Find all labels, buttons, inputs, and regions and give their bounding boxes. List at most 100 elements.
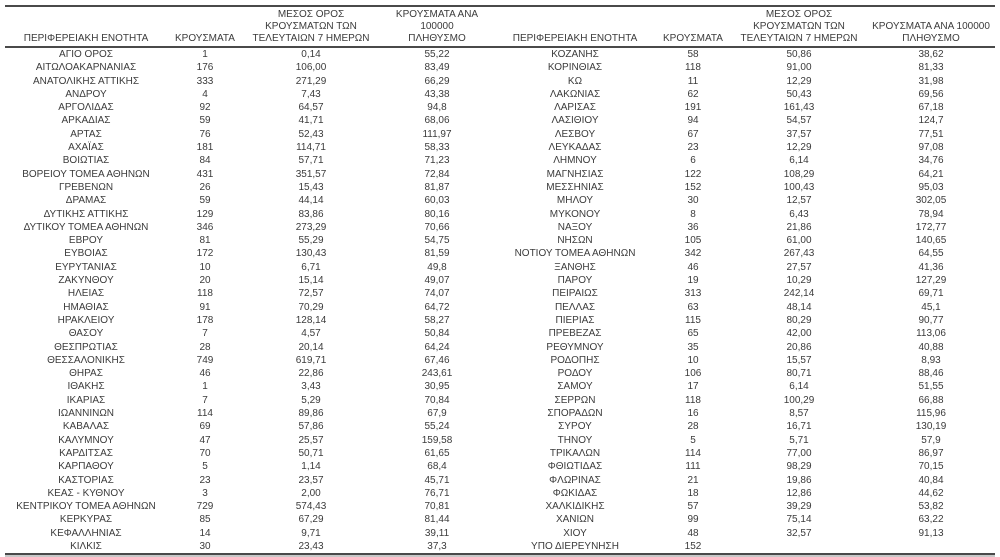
- cases-cell: 65: [687, 328, 699, 340]
- region-name-cell: ΑΡΤΑΣ: [70, 128, 102, 140]
- avg-7day-cell: 273,29: [295, 221, 327, 233]
- region-name-cell: ΗΜΑΘΙΑΣ: [63, 301, 109, 313]
- region-name-cell: ΡΟΔΟΥ: [557, 368, 593, 380]
- cases-cell: 8: [690, 208, 696, 220]
- region-name-cell: ΛΗΜΝΟΥ: [553, 155, 597, 167]
- per-100k-cell: 8,93: [921, 354, 941, 366]
- region-name-cell: ΦΘΙΩΤΙΔΑΣ: [547, 461, 603, 473]
- region-name-cell: ΑΡΓΟΛΙΔΑΣ: [58, 102, 114, 114]
- header-cases-right: ΚΡΟΥΣΜΑΤΑ: [655, 6, 731, 48]
- region-name-cell: ΚΙΛΚΙΣ: [70, 540, 102, 552]
- region-name-cell: ΣΠΟΡΑΔΩΝ: [547, 408, 603, 420]
- region-name-cell: ΙΩΑΝΝΙΝΩΝ: [57, 408, 115, 420]
- avg-7day-cell: 15,14: [298, 275, 324, 287]
- avg-7day-cell: 75,14: [786, 514, 812, 526]
- cases-cell: 1: [202, 381, 208, 393]
- per-100k-cell: 68,4: [427, 461, 447, 473]
- per-100k-cell: 55,22: [424, 49, 450, 60]
- per-100k-cell: 159,58: [421, 434, 453, 446]
- avg-7day-cell: 100,29: [783, 394, 815, 406]
- region-name-cell: ΑΝΔΡΟΥ: [65, 88, 107, 100]
- per-100k-cell: 90,77: [918, 314, 944, 326]
- avg-7day-cell: 130,43: [295, 248, 327, 260]
- cases-cell: 10: [199, 261, 211, 273]
- cases-cell: 21: [687, 474, 699, 486]
- avg-7day-cell: 271,29: [295, 75, 327, 87]
- cases-cell: 69: [199, 421, 211, 433]
- per-100k-cell: 41,36: [918, 261, 944, 273]
- avg-7day-cell: 98,29: [786, 461, 812, 473]
- avg-7day-cell: 80,71: [786, 368, 812, 380]
- cases-cell: 5: [690, 434, 696, 446]
- header-per-100k-right: ΚΡΟΥΣΜΑΤΑ ΑΝΑ 100000 ΠΛΗΘΥΣΜΟ: [867, 6, 995, 48]
- region-name-cell: ΠΕΙΡΑΙΩΣ: [552, 288, 598, 300]
- region-name-cell: ΘΕΣΣΑΛΟΝΙΚΗΣ: [47, 354, 125, 366]
- avg-7day-cell: 57,86: [298, 421, 324, 433]
- per-100k-cell: 127,29: [915, 275, 947, 287]
- per-100k-cell: 83,49: [424, 62, 450, 74]
- region-name-cell: ΚΑΣΤΟΡΙΑΣ: [58, 474, 114, 486]
- per-100k-cell: 43,38: [424, 88, 450, 100]
- cases-cell: 99: [687, 514, 699, 526]
- cases-cell: 115: [685, 314, 701, 326]
- per-100k-cell: 63,22: [918, 514, 944, 526]
- cases-cell: 28: [687, 421, 699, 433]
- region-name-cell: ΗΛΕΙΑΣ: [67, 288, 105, 300]
- avg-7day-cell: 6,43: [789, 208, 809, 220]
- per-100k-cell: 67,9: [427, 408, 447, 420]
- region-name-cell: ΛΕΥΚΑΔΑΣ: [548, 142, 602, 154]
- region-name-cell: ΠΡΕΒΕΖΑΣ: [548, 328, 602, 340]
- per-100k-cell: 68,06: [424, 115, 450, 127]
- table-row: ΑΡΚΑΔΙΑΣ 59 41,71 68,06 ΛΑΣΙΘΙΟΥ 94 54,57 124,7: [5, 114, 995, 127]
- cases-cell: 23: [687, 142, 699, 154]
- table-row: ΗΛΕΙΑΣ 118 72,57 74,07 ΠΕΙΡΑΙΩΣ 313 242,14 69,7…: [5, 287, 995, 300]
- avg-7day-cell: 61,00: [786, 235, 812, 247]
- avg-7day-cell: 50,71: [298, 447, 324, 459]
- per-100k-cell: 94,8: [427, 102, 447, 114]
- per-100k-cell: 67,46: [424, 354, 450, 366]
- per-100k-cell: 77,51: [918, 128, 944, 140]
- cases-cell: 59: [199, 195, 211, 207]
- per-100k-cell: 34,76: [918, 155, 944, 167]
- table-row: ΚΕΝΤΡΙΚΟΥ ΤΟΜΕΑ ΑΘΗΝΩΝ 729 574,43 70,81 ΧΑΛΚ…: [5, 500, 995, 513]
- region-name-cell: ΣΕΡΡΩΝ: [554, 394, 596, 406]
- per-100k-cell: 243,61: [421, 368, 453, 380]
- table-row: ΚΕΡΚΥΡΑΣ 85 67,29 81,44 ΧΑΝΙΩΝ 99 75,14 63,22: [5, 513, 995, 526]
- header-avg-7day-right: ΜΕΣΟΣ ΟΡΟΣ ΚΡΟΥΣΜΑΤΩΝ ΤΩΝ ΤΕΛΕΥΤΑΙΩΝ 7 Η…: [731, 6, 867, 48]
- cases-cell: 152: [684, 540, 702, 552]
- cases-cell: 333: [196, 75, 214, 87]
- per-100k-cell: 54,75: [424, 235, 450, 247]
- avg-7day-cell: 114,71: [296, 142, 326, 154]
- cases-cell: 30: [687, 195, 699, 207]
- cases-cell: 46: [199, 368, 211, 380]
- cases-cell: 35: [687, 341, 699, 353]
- avg-7day-cell: 27,57: [786, 261, 812, 273]
- per-100k-cell: 70,81: [424, 501, 450, 513]
- region-name-cell: ΚΑΒΑΛΑΣ: [62, 421, 110, 433]
- region-name-cell: ΥΠΟ ΔΙΕΡΕΥΝΗΣΗ: [531, 540, 619, 552]
- table-row: ΔΥΤΙΚΟΥ ΤΟΜΕΑ ΑΘΗΝΩΝ 346 273,29 70,66 ΝΑΞΟΥ 3…: [5, 221, 995, 234]
- cases-cell: 191: [684, 102, 702, 114]
- cases-cell: 92: [199, 102, 211, 114]
- avg-7day-cell: 351,57: [295, 168, 327, 180]
- avg-7day-cell: 50,43: [786, 88, 812, 100]
- region-name-cell: ΣΥΡΟΥ: [558, 421, 592, 433]
- region-name-cell: ΕΥΒΟΙΑΣ: [64, 248, 108, 260]
- header-region-unit-right: ΠΕΡΙΦΕΡΕΙΑΚΗ ΕΝΟΤΗΤΑ: [495, 6, 655, 48]
- table-row: ΚΑΒΑΛΑΣ 69 57,86 55,24 ΣΥΡΟΥ 28 16,71 130,19: [5, 420, 995, 433]
- per-100k-cell: 49,8: [427, 261, 447, 273]
- region-name-cell: ΖΑΚΥΝΘΟΥ: [58, 275, 114, 287]
- per-100k-cell: 66,88: [918, 394, 944, 406]
- per-100k-cell: 66,29: [424, 75, 450, 87]
- cases-cell: 7: [202, 394, 208, 406]
- table-row: ΘΗΡΑΣ 46 22,86 243,61 ΡΟΔΟΥ 106 80,71 88,46: [5, 367, 995, 380]
- cases-cell: 6: [690, 155, 696, 167]
- table-row: ΘΕΣΠΡΩΤΙΑΣ 28 20,14 64,24 ΡΕΘΥΜΝΟΥ 35 20,86 40,…: [5, 341, 995, 354]
- table-row: ΚΕΑΣ - ΚΥΘΝΟΥ 3 2,00 76,71 ΦΩΚΙΔΑΣ 18 12,86 44,…: [5, 487, 995, 500]
- cases-cell: 118: [197, 288, 213, 300]
- avg-7day-cell: 20,14: [298, 341, 324, 353]
- cases-cell: 91: [199, 301, 211, 313]
- region-name-cell: ΘΑΣΟΥ: [68, 328, 104, 340]
- region-name-cell: ΡΕΘΥΜΝΟΥ: [546, 341, 604, 353]
- cases-cell: 729: [196, 501, 214, 513]
